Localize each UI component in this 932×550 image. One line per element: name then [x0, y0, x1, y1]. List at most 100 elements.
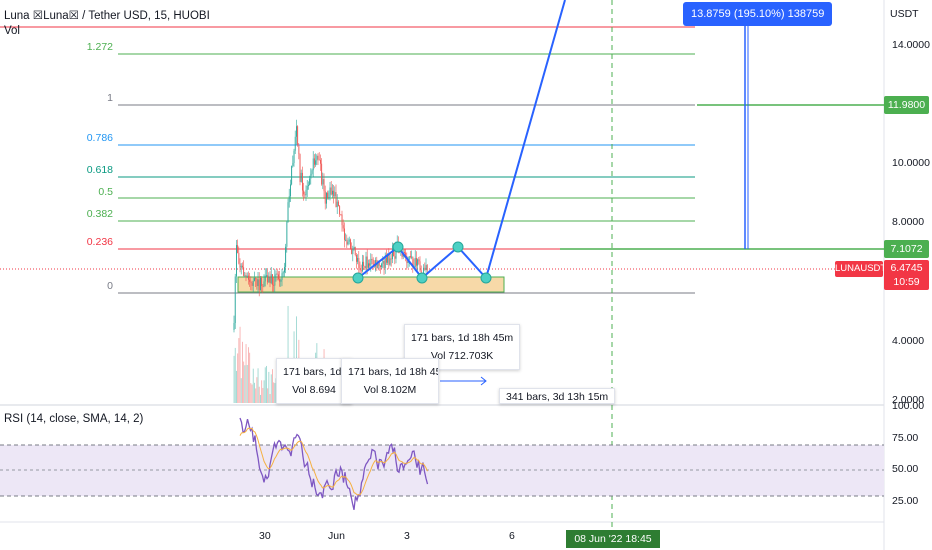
candle-body	[299, 154, 301, 182]
candle-body	[257, 279, 259, 287]
price-tick: 14.0000	[892, 39, 930, 51]
candle-body	[426, 265, 428, 271]
projection-point[interactable]	[452, 241, 464, 253]
candle-body	[370, 258, 372, 266]
volume-bar	[257, 368, 259, 403]
candle-body	[393, 248, 395, 257]
price-tag-7-1072[interactable]: 7.1072	[884, 240, 929, 258]
candle-body	[296, 126, 297, 137]
bar-range-tooltip[interactable]: 171 bars, 1d 18 Vol 8.694	[276, 358, 352, 404]
candle-body	[395, 246, 397, 259]
candle-body	[336, 201, 338, 207]
candle-body	[328, 197, 330, 199]
candle-body	[364, 266, 366, 269]
candle-body	[308, 184, 309, 186]
candle-body	[416, 257, 417, 266]
price-range-measure-label[interactable]: 13.8759 (195.10%) 138759	[683, 2, 833, 26]
tooltip-bars: 171 bars, 1d 18	[283, 366, 352, 378]
candle-body	[390, 258, 392, 260]
candle-body	[335, 192, 337, 207]
candle-body	[304, 194, 306, 196]
candle-body	[298, 145, 300, 155]
rsi-tick: 100.00	[892, 400, 925, 412]
candle-body	[303, 190, 305, 195]
candle-body	[330, 187, 332, 195]
candle-body	[316, 155, 318, 161]
candle-body	[334, 192, 336, 197]
candle-body	[326, 192, 327, 204]
candle-body	[293, 150, 295, 164]
candle-body	[333, 190, 335, 197]
symbol-title: Luna ☒Luna☒ / Tether USD, 15, HUOBI	[4, 10, 210, 22]
volume-bar	[270, 374, 272, 403]
projection-path[interactable]	[357, 0, 566, 281]
candle-body	[279, 278, 281, 282]
support-zone[interactable]	[237, 276, 505, 293]
volume-bar	[260, 394, 261, 403]
candle-body	[344, 228, 345, 240]
volume-bar	[239, 326, 241, 403]
candle-body	[366, 256, 368, 268]
projection-point[interactable]	[416, 272, 428, 284]
candle-body	[237, 245, 239, 253]
candle-body	[356, 254, 357, 262]
volume-bar	[246, 364, 248, 403]
candle-body	[261, 277, 263, 286]
candle-body	[236, 245, 237, 277]
rsi-tick: 75.00	[892, 432, 919, 444]
candle-body	[288, 196, 290, 203]
candle-body	[378, 261, 380, 266]
candle-body	[411, 256, 413, 258]
candle-body	[239, 263, 241, 268]
candle-body	[332, 190, 333, 195]
projection-point[interactable]	[480, 272, 492, 284]
candle-body	[342, 225, 344, 229]
time-cursor-label: 08 Jun '22 18:45	[566, 530, 660, 548]
candlesticks	[233, 119, 428, 333]
volume-bar	[261, 380, 263, 403]
tooltip-volume: Vol 712.703K	[430, 350, 494, 362]
candle-body	[282, 272, 284, 274]
candle-body	[272, 274, 273, 285]
candle-body	[389, 258, 391, 265]
bar-range-tooltip[interactable]: 171 bars, 1d 18h 45m Vol 8.102M	[341, 358, 439, 404]
candle-body	[315, 160, 317, 165]
candle-body	[275, 273, 277, 275]
candle-body	[363, 261, 365, 267]
volume-bar	[234, 347, 236, 403]
candle-body	[250, 281, 252, 283]
candle-body	[423, 267, 425, 275]
bar-range-tooltip[interactable]: 341 bars, 3d 13h 15m	[499, 388, 616, 404]
volume-bar	[268, 371, 270, 403]
volume-bar	[243, 361, 245, 403]
tooltip-bars: 171 bars, 1d 18h 45m	[411, 332, 514, 344]
candle-body	[339, 206, 341, 215]
fibonacci-levels[interactable]	[0, 26, 695, 294]
candle-body	[387, 253, 389, 263]
candle-body	[273, 284, 275, 286]
volume-bar	[262, 387, 264, 403]
candle-body	[408, 256, 410, 261]
price-tag-11-98[interactable]: 11.9800	[884, 96, 929, 114]
candle-body	[274, 274, 276, 286]
volume-bar	[250, 383, 252, 403]
volume-bar	[238, 338, 240, 403]
volume-bar	[272, 369, 273, 403]
candle-body	[263, 281, 265, 287]
candle-body	[297, 126, 299, 146]
symbol-price-tag: LUNAUSDT	[835, 261, 886, 277]
candle-body	[418, 259, 420, 262]
fib-label-0-382: 0.382	[86, 208, 113, 220]
projection-point[interactable]	[352, 272, 364, 284]
candle-body	[251, 282, 253, 286]
candle-body	[369, 263, 371, 266]
candle-body	[242, 265, 243, 268]
candle-body	[425, 265, 427, 270]
candle-body	[310, 173, 312, 179]
tooltip-volume: Vol 8.694	[292, 384, 336, 396]
candle-body	[286, 222, 288, 247]
candle-body	[322, 179, 324, 185]
projection-point[interactable]	[392, 241, 404, 253]
candle-body	[377, 261, 379, 269]
